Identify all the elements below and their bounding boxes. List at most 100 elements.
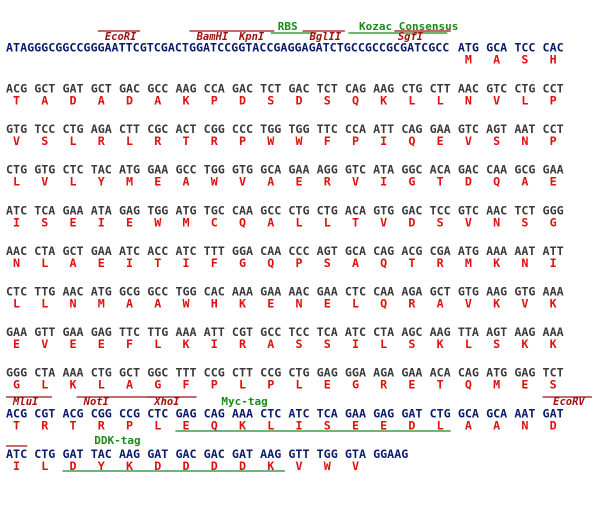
amino-acid: A (267, 175, 274, 189)
feature-label: XhoI (153, 396, 180, 408)
amino-acid: Y (98, 175, 105, 189)
codon: CGT (34, 406, 55, 420)
amino-acid: Q (267, 256, 274, 270)
amino-acid: A (98, 94, 105, 108)
feature-label: SgfI (398, 31, 424, 43)
codon: AAT (514, 244, 535, 258)
amino-acid: R (408, 297, 416, 311)
amino-acid: I (98, 215, 105, 229)
codon: CTC (6, 285, 27, 299)
amino-acid: I (380, 134, 387, 148)
codon: TTG (34, 285, 55, 299)
amino-acid: M (465, 256, 472, 270)
codon: GCT (430, 285, 451, 299)
codon: GGAAG (373, 447, 408, 461)
codon: CTG (401, 82, 422, 96)
amino-acid: R (211, 134, 219, 148)
amino-acid: I (211, 337, 218, 351)
codon: ATC (6, 203, 27, 217)
amino-acid: S (521, 53, 528, 67)
codon: GCG (514, 163, 535, 177)
amino-acid: F (324, 134, 331, 148)
codon: GCT (34, 82, 55, 96)
amino-acid: K (239, 297, 246, 311)
amino-acid: D (70, 94, 77, 108)
codon: AGC (401, 325, 422, 339)
codon: AAC (486, 203, 507, 217)
codon: AAA (486, 244, 507, 258)
amino-acid: A (154, 94, 161, 108)
codon: GAA (401, 366, 422, 380)
amino-acid: V (465, 134, 472, 148)
codon: GAA (543, 163, 564, 177)
codon: ATT (543, 244, 564, 258)
amino-acid: C (211, 215, 218, 229)
codon: GAA (345, 406, 366, 420)
amino-acid: Y (98, 459, 105, 473)
codon: CTG (288, 203, 309, 217)
amino-acid: I (126, 256, 133, 270)
codon: AAG (175, 82, 196, 96)
amino-acid: T (437, 378, 444, 392)
codon: GAC (288, 82, 309, 96)
codon: GTG (232, 163, 253, 177)
amino-acid: K (437, 337, 444, 351)
amino-acid: R (154, 134, 162, 148)
codon: CAA (373, 285, 394, 299)
codon: GGC (147, 366, 168, 380)
feature-label: RBS (278, 20, 298, 33)
amino-acid: L (295, 378, 302, 392)
codon: GAG (119, 203, 140, 217)
codon: CTG (62, 122, 83, 136)
codon: GAA (317, 285, 338, 299)
codon: TGG (260, 122, 281, 136)
codon: CAG (373, 244, 394, 258)
codon: GAC (175, 447, 196, 461)
amino-acid: S (295, 337, 302, 351)
amino-acid: A (183, 175, 190, 189)
codon: AAA (232, 285, 253, 299)
codon: GAA (260, 285, 281, 299)
codon: AAG (486, 285, 507, 299)
codon: GAA (6, 325, 27, 339)
amino-acid: A (126, 378, 133, 392)
codon: GCG (119, 285, 140, 299)
amino-acid: N (465, 94, 472, 108)
amino-acid: L (41, 378, 48, 392)
amino-acid: E (70, 337, 77, 351)
codon: GTC (486, 82, 507, 96)
codon: ACT (175, 122, 196, 136)
codon: ATG (458, 41, 479, 55)
codon: AAA (175, 325, 196, 339)
codon: CGC (147, 122, 168, 136)
amino-acid: D (239, 94, 246, 108)
codon: AAA (62, 366, 83, 380)
amino-acid: F (211, 256, 218, 270)
codon: GAC (119, 82, 140, 96)
amino-acid: I (13, 215, 20, 229)
codon: ATG (486, 366, 507, 380)
amino-acid: E (521, 378, 528, 392)
amino-acid: M (493, 378, 500, 392)
codon: CTA (34, 244, 55, 258)
codon: TCC (430, 203, 451, 217)
amino-acid: W (211, 175, 219, 189)
amino-acid: S (324, 418, 331, 432)
codon: TAC (91, 447, 112, 461)
amino-acid: K (70, 378, 77, 392)
amino-acid: P (295, 256, 302, 270)
codon: GCC (175, 163, 196, 177)
codon: ACA (345, 203, 366, 217)
codon: AAC (458, 82, 479, 96)
codon: AAG (119, 447, 140, 461)
codon: CAG (345, 82, 366, 96)
amino-acid: P (550, 134, 557, 148)
codon: CGT (232, 325, 253, 339)
codon: GAG (514, 366, 535, 380)
amino-acid: L (380, 337, 387, 351)
codon: TAC (91, 163, 112, 177)
codon: AAT (514, 122, 535, 136)
codon: AAA (232, 406, 253, 420)
amino-acid: K (183, 337, 190, 351)
amino-acid: V (352, 459, 359, 473)
